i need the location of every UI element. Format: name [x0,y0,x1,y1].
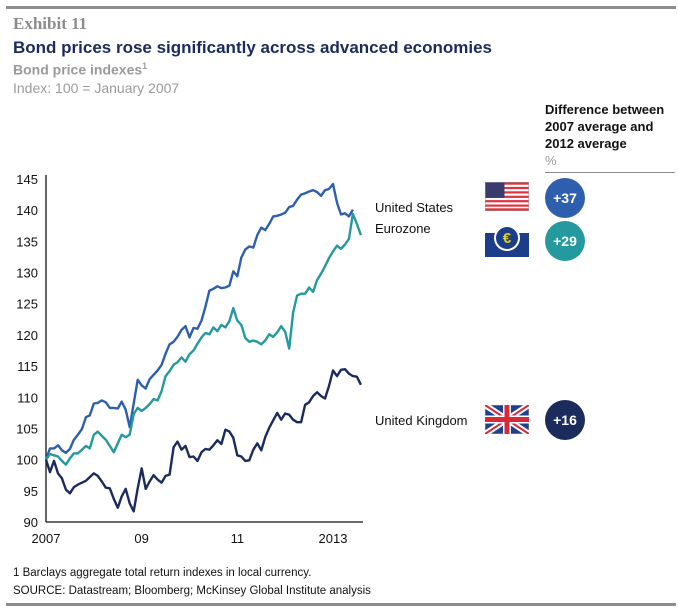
svg-text:€: € [503,230,512,247]
y-tick-label: 145 [16,172,38,187]
series-label-eurozone: Eurozone [375,221,431,236]
y-tick-label: 100 [16,453,38,468]
y-axis-ticks: 90 95 100 105 110 115 120 125 130 135 140 145 [16,172,38,530]
series-line-eurozone [45,212,363,466]
subtitle-text: Bond price indexes [13,61,143,78]
y-tick-label: 135 [16,234,38,249]
difference-unit: % [545,153,557,168]
x-axis-ticks: 2007 09 11 2013 [32,531,348,546]
us-flag-icon [485,182,529,211]
y-tick-label: 105 [16,421,38,436]
chart-title: Bond prices rose significantly across ad… [13,38,493,57]
x-tick-label: 2013 [319,531,348,546]
y-tick-label: 110 [17,390,38,405]
difference-rule [545,172,675,173]
line-chart: 90 95 100 105 110 115 120 125 130 135 140 145 2007 0… [16,172,363,546]
footnote-mark: 1 [142,61,148,71]
difference-badge-us: +37 [545,178,585,218]
y-tick-label: 90 [24,515,38,530]
x-tick-label: 09 [134,531,148,546]
bottom-rule [6,603,676,606]
series-lines [44,182,363,513]
y-tick-label: 140 [16,203,38,218]
uk-flag-icon [485,405,529,434]
y-tick-label: 120 [16,328,38,343]
source-note: SOURCE: Datastream; Bloomberg; McKinsey … [13,585,371,597]
footnote: 1 Barclays aggregate total return indexe… [13,567,312,579]
y-tick-label: 130 [16,266,38,281]
series-label-us: United States [375,200,454,215]
difference-heading: Difference between 2007 average and 2012… [545,102,665,151]
x-tick-label: 11 [231,531,245,546]
y-tick-label: 95 [24,484,38,499]
chart-subtitle: Bond price indexes1 [13,61,147,78]
y-tick-label: 115 [17,359,38,374]
series-line-united-states [44,182,354,461]
ecb-euro-icon: € [485,225,529,257]
exhibit-number: Exhibit 11 [13,14,88,33]
y-tick-label: 125 [16,297,38,312]
difference-badge-uk: +16 [545,400,585,440]
difference-badge-eurozone: +29 [545,221,585,261]
x-tick-label: 2007 [32,531,61,546]
series-label-uk: United Kingdom [375,413,468,428]
series-line-united-kingdom [44,368,362,513]
top-rule [6,6,676,9]
index-unit: Index: 100 = January 2007 [13,80,180,96]
